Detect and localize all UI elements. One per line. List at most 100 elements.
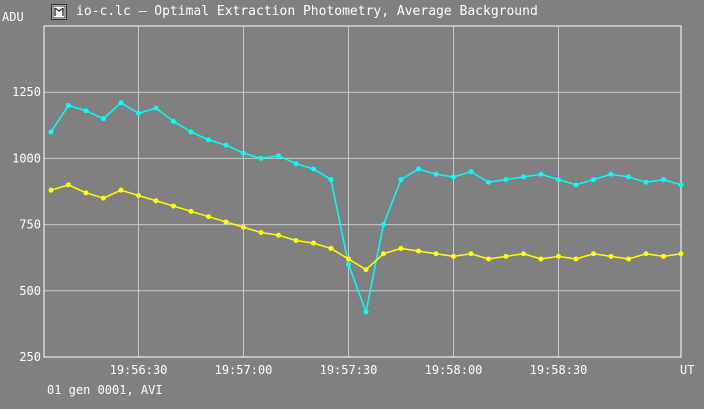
data-point — [381, 251, 386, 257]
data-point — [451, 174, 456, 180]
data-point — [293, 161, 299, 167]
data-point — [678, 182, 684, 188]
data-point — [48, 129, 54, 135]
y-axis-label: ADU — [2, 10, 24, 24]
data-point — [48, 187, 54, 193]
data-point — [416, 248, 421, 254]
data-point — [451, 253, 456, 259]
data-point — [136, 110, 141, 116]
data-point — [486, 256, 491, 262]
chart-grid — [44, 26, 681, 358]
data-point — [608, 253, 614, 259]
data-point — [626, 174, 631, 180]
data-point — [206, 214, 211, 220]
data-point — [188, 129, 194, 135]
data-point — [206, 137, 211, 143]
data-point — [241, 224, 246, 230]
data-point — [311, 240, 316, 246]
data-point — [398, 245, 404, 251]
x-tick-label: 19:58:30 — [530, 363, 588, 377]
data-point — [433, 171, 439, 177]
y-tick-label: 1250 — [12, 85, 41, 99]
data-point — [573, 182, 579, 188]
data-point — [276, 153, 281, 159]
data-point — [328, 177, 334, 183]
y-tick-label: 1000 — [12, 151, 41, 165]
data-point — [153, 198, 159, 204]
y-tick-label: 500 — [19, 284, 41, 298]
data-point — [521, 174, 526, 180]
data-point — [83, 108, 89, 114]
data-point — [416, 166, 421, 172]
data-point — [486, 179, 491, 185]
data-point — [591, 177, 596, 183]
data-point — [171, 118, 176, 124]
data-point — [468, 169, 474, 175]
series-1 — [48, 182, 684, 273]
data-point — [153, 105, 159, 111]
data-point — [258, 230, 264, 236]
data-point — [118, 187, 124, 193]
footer-date-label: 01 gen 0001, AVI — [47, 383, 163, 397]
data-point — [363, 267, 369, 273]
data-point — [626, 256, 631, 262]
data-point — [241, 150, 246, 156]
app-logo-icon — [51, 4, 67, 20]
x-tick-label: 19:56:30 — [110, 363, 168, 377]
data-point — [136, 192, 141, 198]
data-point — [118, 100, 124, 106]
data-point — [556, 177, 561, 183]
title-bar: io-c.lc – Optimal Extraction Photometry,… — [0, 0, 704, 26]
data-point — [311, 166, 316, 172]
data-point — [223, 142, 229, 148]
x-tick-label: 19:57:00 — [215, 363, 273, 377]
data-point — [188, 208, 194, 214]
x-axis-label: UT — [680, 363, 694, 377]
data-point — [223, 219, 229, 225]
chart-series — [48, 100, 684, 315]
data-point — [521, 251, 526, 257]
data-point — [503, 177, 509, 183]
data-point — [398, 177, 404, 183]
series-line — [50, 184, 682, 271]
data-point — [468, 251, 474, 257]
data-point — [66, 102, 71, 108]
data-point — [591, 251, 596, 257]
data-point — [608, 171, 614, 177]
data-point — [83, 190, 89, 196]
data-point — [171, 203, 176, 209]
data-point — [643, 251, 649, 257]
x-tick-labels: 19:56:30 19:57:00 19:57:30 19:58:00 19:58:30 — [110, 363, 588, 377]
data-point — [433, 251, 439, 257]
data-point — [381, 222, 386, 228]
data-point — [661, 177, 666, 183]
data-point — [346, 256, 351, 262]
data-point — [66, 182, 71, 188]
data-point — [346, 261, 351, 267]
x-tick-label: 19:57:30 — [320, 363, 378, 377]
y-tick-label: 250 — [19, 350, 41, 364]
data-point — [328, 245, 334, 251]
data-point — [363, 309, 369, 315]
data-point — [538, 256, 544, 262]
y-tick-label: 750 — [19, 218, 41, 232]
data-point — [678, 251, 684, 257]
series-line — [50, 101, 682, 315]
data-point — [643, 179, 649, 185]
data-point — [661, 253, 666, 259]
data-point — [276, 232, 281, 238]
data-point — [556, 253, 561, 259]
series-0 — [48, 100, 684, 315]
data-point — [101, 116, 106, 122]
data-point — [293, 237, 299, 243]
y-tick-labels: 250 500 750 1000 1250 — [12, 85, 41, 364]
plot-frame — [43, 25, 682, 358]
data-point — [101, 195, 106, 201]
data-point — [258, 155, 264, 161]
x-tick-label: 19:58:00 — [425, 363, 483, 377]
data-point — [538, 171, 544, 177]
window-title: io-c.lc – Optimal Extraction Photometry,… — [76, 4, 538, 19]
data-point — [503, 253, 509, 259]
data-point — [573, 256, 579, 262]
